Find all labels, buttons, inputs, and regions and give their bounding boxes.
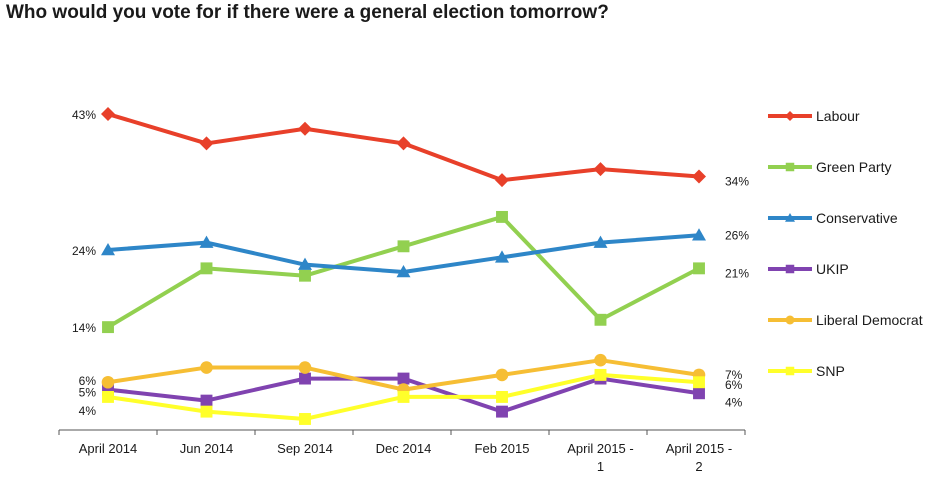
- legend-ukip-marker: [785, 264, 795, 274]
- ukip-point: [200, 394, 213, 407]
- snp-point: [693, 376, 705, 389]
- ukip-data-label: 4%: [725, 395, 743, 409]
- legend-labour-marker: [785, 111, 795, 121]
- snp-point: [299, 413, 311, 425]
- labour-point: [298, 121, 312, 136]
- liberal-democrat-point: [594, 353, 607, 367]
- snp-point: [594, 368, 607, 381]
- ukip-point: [693, 387, 705, 400]
- green-party-point: [299, 269, 311, 282]
- ukip-point: [496, 405, 508, 418]
- legend-liberal-democrat-label: Liberal Democrat: [816, 312, 923, 328]
- legend-conservative-label: Conservative: [816, 210, 898, 226]
- green-party-point: [397, 240, 410, 253]
- snp-data-label: 4%: [79, 404, 97, 418]
- legend-snp-label: SNP: [816, 363, 845, 379]
- snp-point: [496, 390, 508, 403]
- legend-snp-marker: [785, 366, 795, 376]
- labour-point: [692, 169, 706, 184]
- labour-point: [593, 162, 608, 177]
- green-party-point: [102, 321, 114, 334]
- snp-point: [397, 390, 410, 403]
- legend-ukip-label: UKIP: [816, 261, 849, 277]
- conservative-point: [101, 242, 115, 256]
- x-tick-label: Jun 2014: [180, 441, 234, 456]
- conservative-data-label: 24%: [72, 244, 96, 258]
- liberal-democrat-point: [101, 375, 115, 389]
- liberal-democrat-data-label: 6%: [79, 374, 97, 388]
- conservative-point: [593, 235, 608, 248]
- green-party-point: [496, 210, 508, 223]
- x-tick-label: Dec 2014: [376, 441, 432, 456]
- labour-data-label: 43%: [72, 108, 96, 122]
- green-party-point: [594, 313, 607, 326]
- ukip-data-label: 5%: [79, 386, 97, 400]
- legend-conservative-marker: [785, 213, 795, 222]
- liberal-democrat-data-label: 7%: [725, 368, 743, 382]
- labour-point: [101, 107, 115, 122]
- legend-labour-label: Labour: [816, 108, 860, 124]
- x-tick-label: 1: [597, 459, 604, 474]
- conservative-point: [199, 235, 214, 248]
- liberal-democrat-point: [200, 361, 213, 374]
- ukip-point: [102, 383, 114, 396]
- labour-point: [495, 173, 509, 188]
- snp-point: [200, 405, 213, 418]
- green-party-data-label: 21%: [725, 266, 749, 280]
- labour-point: [396, 136, 411, 151]
- conservative-point: [495, 250, 509, 263]
- ukip-point: [299, 372, 311, 385]
- conservative-point: [692, 228, 706, 241]
- legend-green-party-label: Green Party: [816, 159, 891, 175]
- conservative-data-label: 26%: [725, 228, 749, 242]
- x-tick-label: 2: [695, 459, 702, 474]
- chart-title: Who would you vote for if there were a g…: [6, 2, 609, 23]
- x-tick-label: Feb 2015: [475, 441, 530, 456]
- snp-data-label: 6%: [725, 378, 743, 392]
- legend-liberal-democrat-marker: [785, 315, 795, 325]
- x-tick-label: April 2015 -: [666, 441, 732, 456]
- green-party-point: [693, 262, 705, 275]
- x-tick-label: Sep 2014: [277, 441, 333, 456]
- x-tick-label: April 2014: [79, 441, 138, 456]
- x-tick-label: April 2015 -: [567, 441, 633, 456]
- labour-point: [199, 136, 214, 151]
- green-party-data-label: 14%: [72, 321, 96, 335]
- green-party-point: [200, 262, 213, 275]
- legend-green-party-marker: [785, 162, 795, 172]
- liberal-democrat-point: [495, 368, 509, 382]
- ukip-point: [397, 372, 410, 385]
- conservative-point: [298, 257, 312, 270]
- labour-data-label: 34%: [725, 175, 749, 189]
- liberal-democrat-point: [298, 361, 312, 374]
- conservative-point: [396, 265, 411, 278]
- snp-point: [102, 390, 114, 403]
